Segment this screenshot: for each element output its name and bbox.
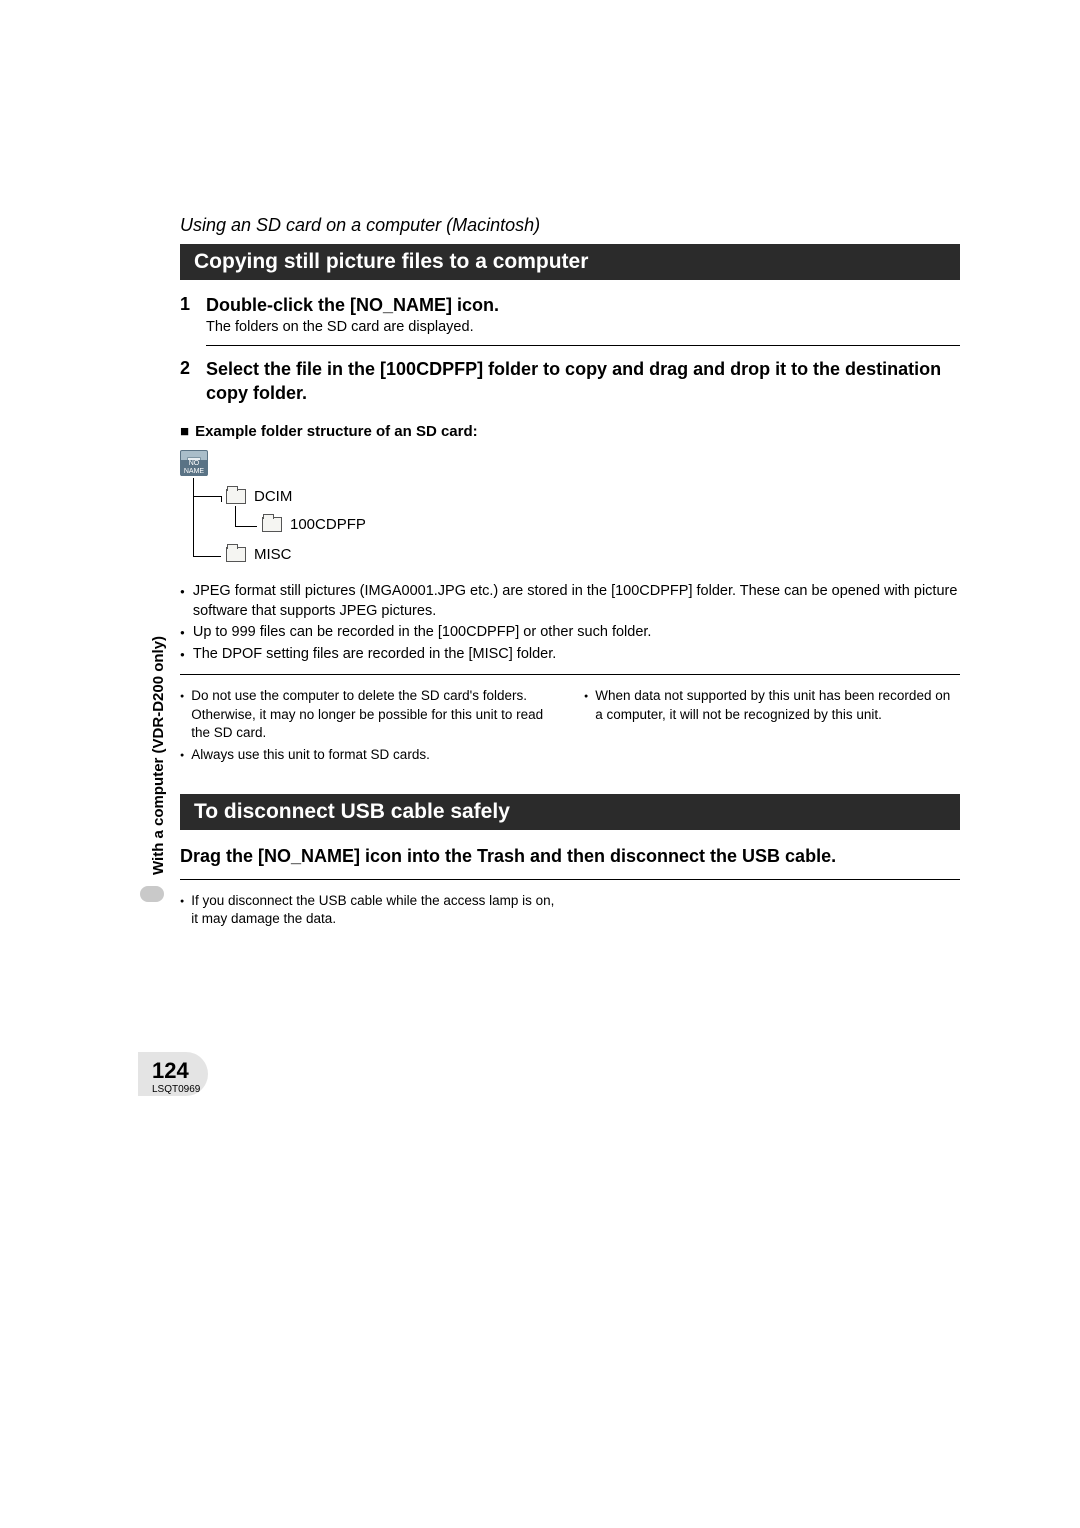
example-heading: ■ Example folder structure of an SD card: bbox=[180, 423, 960, 440]
note-item: Do not use the computer to delete the SD… bbox=[180, 687, 556, 742]
example-label: Example folder structure of an SD card: bbox=[195, 423, 478, 440]
notes-right-empty bbox=[584, 892, 960, 932]
folder-icon bbox=[226, 489, 246, 504]
page-number: 124 bbox=[138, 1052, 208, 1084]
tree-label: MISC bbox=[254, 546, 292, 563]
side-tab-marker bbox=[140, 886, 164, 902]
step-number: 2 bbox=[180, 358, 206, 405]
tree-label: 100CDPFP bbox=[290, 516, 366, 533]
tree-node-misc: MISC bbox=[226, 546, 292, 563]
step-title: Select the file in the [100CDPFP] folder… bbox=[206, 358, 960, 405]
tree-root-icon: NO NAME bbox=[180, 450, 208, 476]
folder-icon bbox=[226, 547, 246, 562]
tree-label: DCIM bbox=[254, 488, 292, 505]
tree-node-100cdpfp: 100CDPFP bbox=[262, 516, 366, 533]
square-bullet-icon: ■ bbox=[180, 423, 189, 440]
side-tab-label: With a computer (VDR-D200 only) bbox=[150, 636, 167, 875]
divider bbox=[180, 674, 960, 675]
notes-left: If you disconnect the USB cable while th… bbox=[180, 892, 556, 932]
tree-node-dcim: DCIM bbox=[226, 488, 292, 505]
step-1: 1 Double-click the [NO_NAME] icon. The f… bbox=[180, 294, 960, 335]
folder-icon bbox=[262, 517, 282, 532]
notes-two-column: Do not use the computer to delete the SD… bbox=[180, 687, 960, 768]
note-item: If you disconnect the USB cable while th… bbox=[180, 892, 556, 928]
step-number: 1 bbox=[180, 294, 206, 335]
folder-tree: NO NAME DCIM 100CDPFP MISC bbox=[180, 450, 960, 568]
step-2: 2 Select the file in the [100CDPFP] fold… bbox=[180, 358, 960, 405]
step-title: Double-click the [NO_NAME] icon. bbox=[206, 294, 960, 317]
notes-left: Do not use the computer to delete the SD… bbox=[180, 687, 556, 768]
bullet-item: The DPOF setting files are recorded in t… bbox=[180, 645, 960, 665]
disconnect-notes: If you disconnect the USB cable while th… bbox=[180, 892, 960, 932]
bullet-item: Up to 999 files can be recorded in the [… bbox=[180, 623, 960, 643]
notes-right: When data not supported by this unit has… bbox=[584, 687, 960, 768]
divider bbox=[206, 345, 960, 346]
note-item: Always use this unit to format SD cards. bbox=[180, 746, 556, 764]
page-number-block: 124 LSQT0969 bbox=[138, 1052, 208, 1100]
side-tab: With a computer (VDR-D200 only) bbox=[142, 640, 166, 890]
doc-code: LSQT0969 bbox=[138, 1084, 208, 1095]
page-content: Using an SD card on a computer (Macintos… bbox=[180, 215, 960, 932]
section-heading-copying: Copying still picture files to a compute… bbox=[180, 244, 960, 280]
drag-instruction: Drag the [NO_NAME] icon into the Trash a… bbox=[180, 844, 960, 868]
breadcrumb: Using an SD card on a computer (Macintos… bbox=[180, 215, 960, 236]
step-subtext: The folders on the SD card are displayed… bbox=[206, 319, 960, 335]
section-heading-disconnect: To disconnect USB cable safely bbox=[180, 794, 960, 830]
note-item: When data not supported by this unit has… bbox=[584, 687, 960, 723]
bullet-item: JPEG format still pictures (IMGA0001.JPG… bbox=[180, 582, 960, 621]
divider bbox=[180, 879, 960, 880]
main-bullets: JPEG format still pictures (IMGA0001.JPG… bbox=[180, 582, 960, 664]
